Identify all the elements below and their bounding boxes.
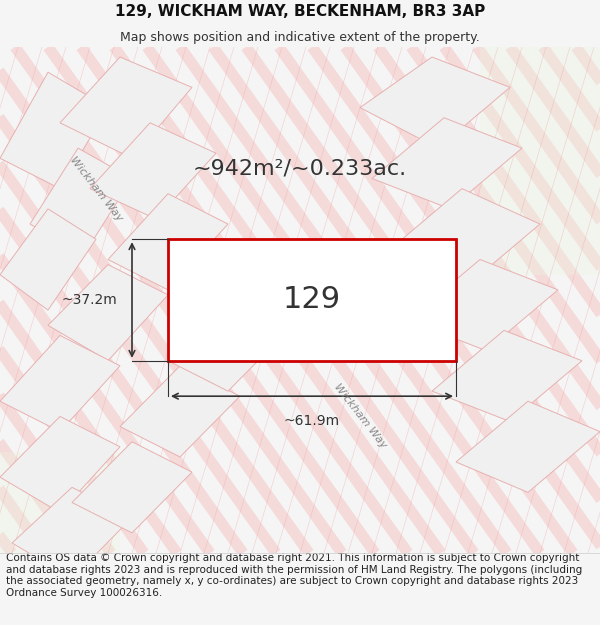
Polygon shape xyxy=(60,57,192,158)
Polygon shape xyxy=(408,259,558,351)
Polygon shape xyxy=(0,72,108,189)
Polygon shape xyxy=(0,452,120,553)
Polygon shape xyxy=(12,488,132,579)
Polygon shape xyxy=(90,122,216,219)
Polygon shape xyxy=(0,209,96,310)
Polygon shape xyxy=(480,47,600,275)
Polygon shape xyxy=(30,148,132,254)
Text: 129, WICKHAM WAY, BECKENHAM, BR3 3AP: 129, WICKHAM WAY, BECKENHAM, BR3 3AP xyxy=(115,4,485,19)
Text: Map shows position and indicative extent of the property.: Map shows position and indicative extent… xyxy=(120,31,480,44)
Polygon shape xyxy=(168,239,456,361)
Polygon shape xyxy=(0,416,120,512)
Text: Contains OS data © Crown copyright and database right 2021. This information is : Contains OS data © Crown copyright and d… xyxy=(6,553,582,598)
Text: ~37.2m: ~37.2m xyxy=(61,293,117,307)
Polygon shape xyxy=(72,442,192,533)
Text: 129: 129 xyxy=(283,286,341,314)
Text: ~942m²/~0.233ac.: ~942m²/~0.233ac. xyxy=(193,158,407,178)
Polygon shape xyxy=(372,118,522,209)
Polygon shape xyxy=(456,401,600,492)
Text: Wickham Way: Wickham Way xyxy=(68,154,124,222)
Polygon shape xyxy=(432,331,582,421)
Text: Wickham Way: Wickham Way xyxy=(332,382,388,451)
Polygon shape xyxy=(108,194,228,290)
Polygon shape xyxy=(168,300,288,391)
Polygon shape xyxy=(120,366,240,457)
Text: ~61.9m: ~61.9m xyxy=(284,414,340,428)
Polygon shape xyxy=(360,57,510,148)
Polygon shape xyxy=(0,336,120,432)
Polygon shape xyxy=(390,189,540,285)
Polygon shape xyxy=(48,264,168,361)
